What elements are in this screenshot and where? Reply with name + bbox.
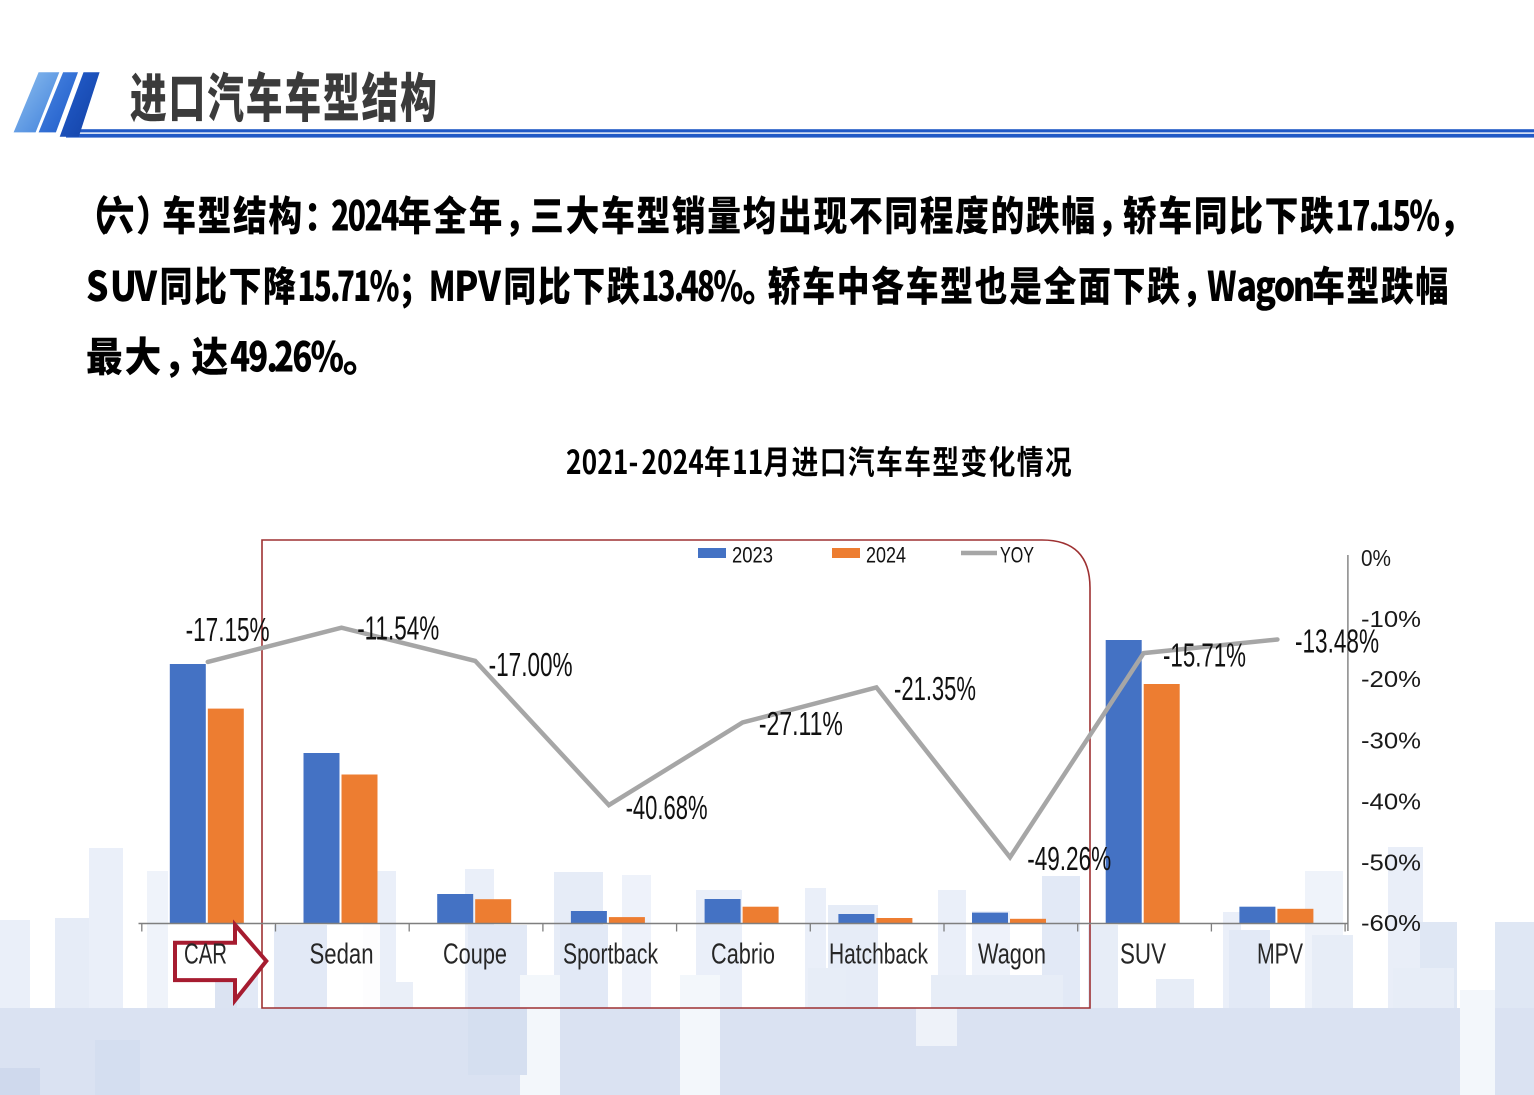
svg-text:Cabrio: Cabrio [711,939,775,971]
svg-text:YOY: YOY [1000,543,1034,568]
svg-text:-60%: -60% [1361,910,1421,936]
svg-text:Sportback: Sportback [563,939,658,971]
svg-text:-20%: -20% [1361,666,1421,692]
svg-text:-11.54%: -11.54% [357,609,439,646]
svg-text:-13.48%: -13.48% [1295,623,1379,660]
svg-text:2024: 2024 [866,543,906,568]
svg-text:Coupe: Coupe [443,939,507,971]
svg-text:0%: 0% [1361,545,1391,571]
svg-text:-17.00%: -17.00% [489,646,573,683]
svg-text:-15.71%: -15.71% [1163,637,1246,674]
svg-text:-40.68%: -40.68% [626,789,708,826]
svg-text:Sedan: Sedan [310,939,374,971]
svg-text:-50%: -50% [1361,849,1421,875]
svg-text:2023: 2023 [732,543,773,568]
svg-text:-21.35%: -21.35% [894,670,976,707]
svg-text:-49.26%: -49.26% [1027,840,1111,877]
svg-text:-27.11%: -27.11% [759,705,843,742]
svg-text:Wagon: Wagon [978,939,1046,971]
svg-text:-30%: -30% [1361,728,1421,754]
svg-text:SUV: SUV [1120,939,1166,971]
svg-text:CAR: CAR [184,939,227,971]
svg-text:Hatchback: Hatchback [829,939,928,971]
svg-text:MPV: MPV [1257,939,1303,971]
svg-text:-10%: -10% [1361,606,1421,632]
svg-text:-40%: -40% [1361,788,1421,814]
svg-text:-17.15%: -17.15% [186,611,270,648]
